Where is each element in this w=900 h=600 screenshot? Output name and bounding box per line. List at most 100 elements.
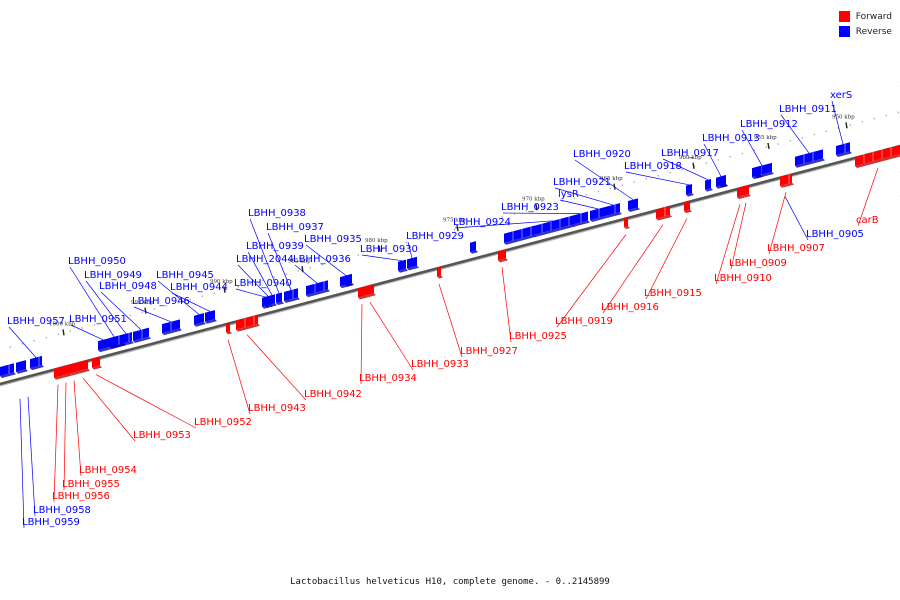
legend-forward-label: Forward bbox=[855, 11, 892, 22]
rev-extra-4-gene bbox=[470, 241, 478, 254]
rev-lbhh_0913-label: LBHH_0913 bbox=[702, 133, 760, 144]
fwd-lbhh_0942-leader bbox=[246, 334, 307, 401]
rev-extra-5-edge bbox=[504, 234, 536, 245]
map-caption: Lactobacillus helveticus H10, complete g… bbox=[290, 577, 610, 587]
fwd-lbhh_0919-gene bbox=[624, 216, 630, 230]
fwd-lbhh_0925-label: LBHH_0925 bbox=[509, 331, 567, 342]
fwd-lbhh_0953-gene bbox=[78, 359, 90, 374]
rev-lbhh_0959-leader bbox=[19, 398, 25, 529]
fwd-lbhh_0910-box bbox=[737, 186, 743, 198]
major-tick bbox=[692, 162, 695, 169]
major-tick bbox=[845, 122, 848, 129]
fwd-lbhh_0907-leader bbox=[768, 192, 787, 255]
fwd-lbhh_0934-leader bbox=[360, 304, 363, 385]
rev-lbhh_0957-label: LBHH_0957 bbox=[7, 316, 65, 327]
rev-lbhh_0929-leader bbox=[407, 241, 413, 259]
fwd-lbhh_0909-label: LBHH_0909 bbox=[729, 258, 787, 269]
legend-forward: Forward bbox=[838, 9, 892, 24]
fwd-lbhh_0910-edge bbox=[737, 195, 745, 200]
rev-lbhh_0944-label: LBHH_0944 bbox=[170, 282, 228, 293]
rev-lbhh_0917-leader bbox=[662, 158, 709, 181]
forward-swatch bbox=[838, 11, 850, 22]
rev-extra-1-edge bbox=[16, 369, 28, 374]
rev-lbhh_0917-gene bbox=[705, 179, 713, 192]
rev-lbhh_0948-label: LBHH_0948 bbox=[99, 281, 157, 292]
rev-lbhh_0936-edge bbox=[306, 289, 330, 298]
rev-lbhh_0918-gene bbox=[686, 184, 694, 197]
rev-lbhh_0940-box bbox=[262, 296, 268, 307]
fwd-lbhh_0953-edge bbox=[78, 368, 90, 374]
rev-lbhh_0911-gene bbox=[795, 149, 825, 168]
rev-extra-2-box bbox=[110, 334, 124, 347]
fwd-lbhh_0956-label: LBHH_0956 bbox=[52, 491, 110, 502]
fwd-lbhh_0954-box bbox=[70, 362, 78, 374]
rev-lbhh_0917-label: LBHH_0917 bbox=[661, 148, 719, 159]
fwd-lbhh_0956-leader bbox=[53, 384, 59, 503]
major-tick bbox=[223, 286, 226, 293]
fwd-lbhh_0916-box bbox=[656, 205, 670, 219]
rev-lbhh_0912-label: LBHH_0912 bbox=[740, 119, 798, 130]
fwd-lbhh_0943-edge bbox=[226, 331, 232, 335]
rev-lbhh_0920-gene bbox=[628, 198, 640, 212]
fwd-lbhh_0910-label: LBHH_0910 bbox=[714, 273, 772, 284]
fwd-lbhh_0942-box bbox=[236, 314, 258, 330]
fwd-lbhh_0933-leader bbox=[369, 301, 414, 371]
fwd-lbhh_0953-label: LBHH_0953 bbox=[133, 430, 191, 441]
rev-lbhh_0936-box bbox=[306, 280, 328, 296]
fwd-lbhh_0955-box bbox=[62, 364, 70, 376]
rev-lbhh_0921-box bbox=[606, 203, 620, 216]
fwd-lbhh_0934-edge bbox=[358, 295, 368, 300]
rev-lbhh_0944-leader bbox=[171, 292, 211, 312]
rev-extra-7-edge bbox=[720, 184, 728, 188]
fwd-lbhh_0907-label: LBHH_0907 bbox=[767, 243, 825, 254]
rev-lbhh_0936-label: LBHH_0936 bbox=[293, 254, 351, 265]
fwd-lbhh_0933-label: LBHH_0933 bbox=[411, 359, 469, 370]
fwd-lbhh_0910-leader bbox=[715, 204, 741, 285]
rev-lbhh_0930-box bbox=[398, 259, 406, 271]
major-tick bbox=[767, 142, 770, 150]
rev-lbhh_0918-box bbox=[686, 184, 692, 195]
rev-lbhh_0905-leader bbox=[784, 196, 809, 241]
genome-axis bbox=[0, 144, 900, 386]
rev-lbhh_0911-edge bbox=[795, 158, 825, 168]
rev-lbhh_0924-label: LBHH_0924 bbox=[453, 217, 511, 228]
rev-lbhh_0921-label: LBHH_0921 bbox=[553, 177, 611, 188]
rev-lbhh_0929-box bbox=[407, 256, 417, 269]
legend: Forward Reverse bbox=[838, 9, 892, 39]
fwd-lbhh_0952-box bbox=[92, 356, 100, 368]
fwd-lbhh_0952-edge bbox=[92, 365, 102, 370]
rev-lbhh_0937-leader bbox=[267, 232, 292, 291]
fwd-lbhh_0925-box bbox=[498, 249, 506, 261]
fwd-lbhh_0916-edge bbox=[656, 214, 672, 221]
rev-lbhh_0938-leader bbox=[249, 218, 280, 294]
rev-lbhh_0940-label: LBHH_0940 bbox=[234, 278, 292, 289]
rev-lbhh_0938-box bbox=[276, 292, 282, 304]
fwd-lbhh_0925-gene bbox=[498, 249, 508, 263]
rev-lbhh_0923-leader bbox=[502, 212, 581, 214]
rev-lbhh_0951-box bbox=[98, 338, 108, 351]
fwd-lbhh_0933-edge bbox=[366, 293, 376, 298]
rev-extra-0-box bbox=[0, 363, 14, 376]
rev-lbhh_0923-label: LBHH_0923 bbox=[501, 202, 559, 213]
rev-extra-0-edge bbox=[0, 372, 16, 378]
rev-lbhh_0940-gene bbox=[262, 296, 270, 309]
legend-reverse-label: Reverse bbox=[855, 26, 892, 37]
rev-lbhh_0937-box bbox=[284, 288, 298, 301]
fwd-lbhh_0915-gene bbox=[684, 200, 692, 214]
rev-lbhh_0905-label: LBHH_0905 bbox=[806, 229, 864, 240]
rev-lbhh_0918-leader bbox=[625, 171, 690, 186]
rev-lbhh_0948-edge bbox=[133, 336, 151, 343]
rev-lbhh_2044-label: LBHH_2044 bbox=[236, 254, 294, 265]
rev-lbhh_0945-box bbox=[194, 313, 204, 325]
rev-lbhh_0911-box bbox=[795, 149, 823, 166]
fwd-lbhh_0954-leader bbox=[73, 380, 82, 477]
rev-lbhh_0935-label: LBHH_0935 bbox=[304, 234, 362, 245]
fwd-lbhh_0933-gene bbox=[366, 284, 376, 298]
tick-label: 985 kbp bbox=[288, 258, 311, 264]
fwd-carb-edge bbox=[855, 154, 900, 168]
rev-lbhh_0939-leader bbox=[247, 251, 273, 296]
fwd-lbhh_0942-label: LBHH_0942 bbox=[304, 389, 362, 400]
rev-lbhh_0958-leader bbox=[27, 396, 36, 517]
rev-lbhh_0936-gene bbox=[306, 280, 330, 298]
fwd-lbhh_0927-edge bbox=[437, 275, 443, 279]
